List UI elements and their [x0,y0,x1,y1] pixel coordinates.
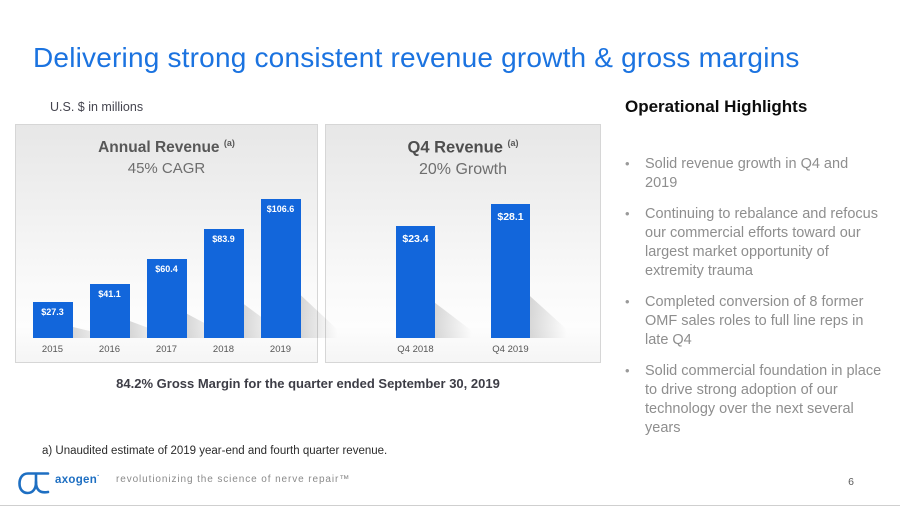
highlight-item: • Completed conversion of 8 former OMF sa… [625,293,883,351]
chart-title: Q4 Revenue (a) [326,138,600,158]
bar-category-label: 2018 [212,344,235,355]
bar-value-label: $60.4 [155,264,178,274]
highlight-text: Completed conversion of 8 former OMF sal… [645,293,864,349]
bar-value-label: $106.6 [266,204,295,214]
bar-category-label: 2017 [155,344,178,355]
annual-revenue-chart-panel: Annual Revenue (a) 45% CAGR $27.3 2015 $41… [15,124,347,363]
bar-q4-2018: $23.4 [396,226,435,338]
bar-slot: $27.3 2015 [32,199,119,355]
page-title: Delivering strong consistent revenue gro… [33,42,800,73]
bar-slot: $41.1 2016 [89,199,176,355]
brand-wordmark: axogen· [55,473,100,486]
highlight-item: • Solid commercial foundation in place to… [625,362,883,439]
bar-2018: $83.9 [203,229,244,338]
bar-slot: $60.4 2017 [146,199,233,355]
chart-header: Q4 Revenue (a) 20% Growth [326,125,600,179]
chart-subtitle: 20% Growth [418,160,508,178]
chart-subtitle: 45% CAGR [127,160,206,178]
units-label: U.S. $ in millions [50,100,144,114]
bar-2019: $106.6 [260,199,301,338]
bar-slot: $106.6 2019 [260,199,347,355]
chart-header: Annual Revenue (a) 45% CAGR [16,125,317,177]
bullet-icon: • [625,205,630,221]
axogen-logo-icon [18,472,50,495]
footnote: a) Unaudited estimate of 2019 year-end a… [42,445,388,457]
bar-category-label: 2015 [41,344,64,355]
bar-2017: $60.4 [146,259,187,338]
chart-title-text: Annual Revenue [98,139,220,157]
highlights-list: • Solid revenue growth in Q4 and 2019 • Con… [625,155,883,439]
chart-title: Annual Revenue (a) [16,138,317,157]
bar-2015: $27.3 [32,302,73,338]
chart-title-text: Q4 Revenue [407,138,503,157]
gross-margin-note: 84.2% Gross Margin for the quarter ended… [116,376,500,391]
brand-text: axogen [55,473,98,486]
bullet-icon: • [625,362,630,378]
highlight-text: Continuing to rebalance and refocus our … [645,205,878,280]
bar-q4-2019: $28.1 [491,204,530,338]
bar-value-label: $41.1 [98,289,121,299]
chart-title-footnote-marker: (a) [223,138,235,148]
bar-category-label: 2019 [269,344,292,355]
q4-revenue-plot: $23.4 Q4 2018 $28.1 Q4 2019 [326,204,600,355]
highlight-item: • Solid revenue growth in Q4 and 2019 [625,155,883,194]
bar-slot: $23.4 Q4 2018 [396,204,482,355]
annual-revenue-plot: $27.3 2015 $41.1 2016 $60.4 2017 $83.9 2018 $106… [16,199,347,355]
bar-value-label: $27.3 [41,307,64,317]
bar-category-label: Q4 2018 [397,344,434,355]
footer-tagline: revolutionizing the science of nerve rep… [116,474,351,485]
page-number: 6 [848,476,854,488]
bar-value-label: $23.4 [402,233,429,245]
chart-title-footnote-marker: (a) [507,138,519,148]
bullet-icon: • [625,293,630,309]
bar-category-label: Q4 2019 [492,344,529,355]
bar-2016: $41.1 [89,284,130,338]
highlight-text: Solid commercial foundation in place to … [645,362,882,437]
operational-highlights: Operational Highlights • Solid revenue gr… [625,97,883,450]
bullet-icon: • [625,156,630,171]
bar-slot: $83.9 2018 [203,199,290,355]
highlight-item: • Continuing to rebalance and refocus our… [625,205,883,282]
bar-category-label: 2016 [98,344,121,355]
bar-value-label: $28.1 [497,211,524,223]
brand-trademark-dot: · [97,473,100,480]
highlight-text: Solid revenue growth in Q4 and 2019 [645,156,849,192]
highlights-title: Operational Highlights [625,97,808,116]
q4-revenue-chart-panel: Q4 Revenue (a) 20% Growth $23.4 Q4 2018 $2… [325,124,601,363]
bar-slot: $28.1 Q4 2019 [491,204,577,355]
bar-value-label: $83.9 [212,234,235,244]
